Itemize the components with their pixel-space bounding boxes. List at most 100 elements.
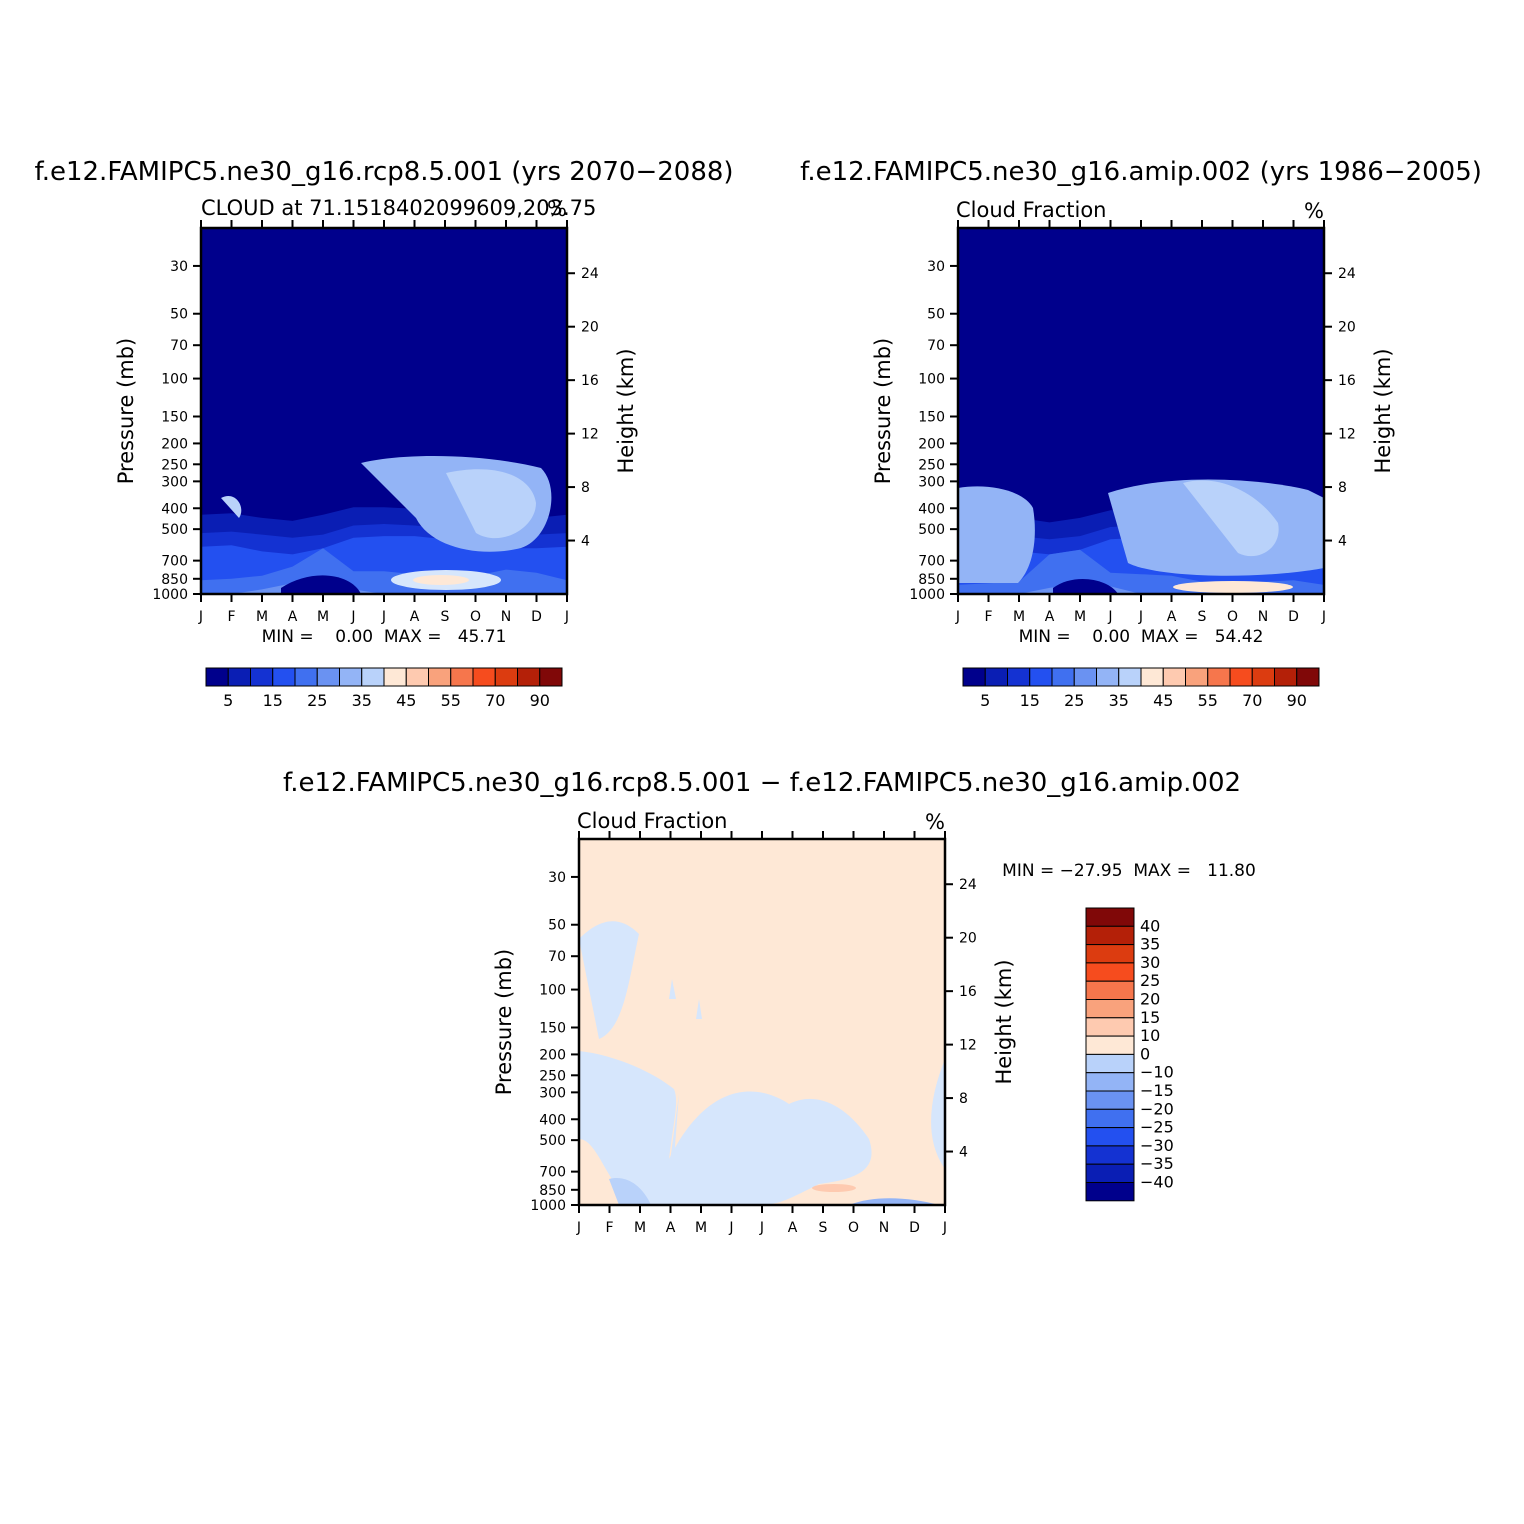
panel-future-xtick-label: D: [531, 609, 542, 625]
panel-control-colorbar-swatch: [1296, 667, 1320, 687]
panel-control-colorbar-label: 55: [1198, 691, 1218, 710]
panel-control-level-20: [958, 549, 1324, 594]
panel-control-xtick-label: M: [1074, 609, 1086, 625]
panel-control-y2tick-label: 12: [1338, 427, 1356, 443]
panel-difference-xtick-label: J: [759, 1220, 764, 1236]
panel-difference-colorbar-label: −40: [1140, 1173, 1174, 1192]
panel-difference-xtick-label: D: [909, 1220, 920, 1236]
panel-control-colorbar-label: 25: [1064, 691, 1084, 710]
panel-control-colorbar-swatch: [1073, 667, 1097, 687]
panel-control-ytick-label: 70: [927, 338, 945, 354]
panel-future-ytick-label: 100: [161, 372, 188, 388]
panel-future-xtick-label: M: [317, 609, 329, 625]
panel-control-title: f.e12.FAMIPC5.ne30_g16.amip.002 (yrs 198…: [800, 157, 1482, 187]
panel-future-colorbar-swatch: [227, 667, 251, 687]
panel-control-patch-30a: [958, 486, 1035, 583]
panel-future-colorbar-swatch: [361, 667, 385, 687]
panel-difference-ytick-label: 100: [539, 983, 566, 999]
panel-control-colorbar-swatch: [1140, 667, 1164, 687]
panel-difference-xtick-label: A: [788, 1220, 798, 1236]
panel-future-ytick-label: 850: [161, 572, 188, 588]
panel-future-colorbar: 5 15 25 35 45 55 70 90: [205, 667, 563, 710]
panel-control-units: %: [1304, 199, 1324, 223]
panel-control-y2tick-label: 24: [1338, 266, 1356, 282]
panel-control-subtitle: Cloud Fraction: [956, 198, 1107, 222]
panel-difference-colorbar-label: −35: [1140, 1154, 1174, 1173]
panel-difference-title: f.e12.FAMIPC5.ne30_g16.rcp8.5.001 − f.e1…: [283, 768, 1241, 798]
panel-difference-contour-field: [579, 839, 945, 1205]
panel-control-colorbar-swatch: [962, 667, 986, 687]
panel-control-patch-30b: [1108, 479, 1324, 576]
panel-difference-colorbar-swatch: [1085, 925, 1135, 946]
panel-future-ytick-label: 70: [170, 338, 188, 354]
panel-control-colorbar-swatch: [1251, 667, 1275, 687]
panel-future-colorbar-label: 70: [485, 691, 505, 710]
panel-control-xtick-label: J: [1107, 609, 1112, 625]
panel-future-colorbar-label: 15: [263, 691, 283, 710]
panel-future-xtick-label: J: [564, 609, 569, 625]
panel-future-patch-left: [221, 496, 242, 518]
panel-future-xtick-label: J: [381, 609, 386, 625]
panel-future-colorbar-swatch: [205, 667, 229, 687]
panel-difference-ytick-label: 400: [539, 1112, 566, 1128]
panel-future-y2label: Height (km): [614, 348, 638, 473]
panel-control-xtick-label: J: [1138, 609, 1143, 625]
panel-control-colorbar: 5 15 25 35 45 55 70 90: [962, 667, 1320, 710]
panel-difference-ytick-label: 300: [539, 1085, 566, 1101]
panel-future-colorbar-swatch: [472, 667, 496, 687]
panel-difference-xtick-label: F: [605, 1220, 613, 1236]
panel-difference-colorbar-label: 0: [1140, 1044, 1150, 1063]
panel-difference-colorbar-label: −10: [1140, 1063, 1174, 1082]
panel-future-colorbar-label: 90: [530, 691, 550, 710]
panel-difference-colorbar-label: 20: [1140, 990, 1160, 1009]
panel-future-colorbar-swatch: [539, 667, 563, 687]
panel-future-title: f.e12.FAMIPC5.ne30_g16.rcp8.5.001 (yrs 2…: [34, 157, 733, 187]
panel-control-xtick-label: N: [1258, 609, 1268, 625]
panel-future-colorbar-swatch: [272, 667, 296, 687]
panel-difference-xtick-label: J: [942, 1220, 947, 1236]
panel-difference: f.e12.FAMIPC5.ne30_g16.rcp8.5.001 − f.e1…: [283, 768, 1256, 1236]
panel-control-colorbar-swatch: [1162, 667, 1186, 687]
panel-difference-negative-upper: [579, 921, 639, 1039]
panel-future-subtitle: CLOUD at 71.1518402099609,203.75: [201, 196, 596, 220]
panel-difference-stats: MIN = −27.95 MAX = 11.80: [1002, 861, 1256, 881]
panel-difference-xtick-label: O: [848, 1220, 859, 1236]
panel-control-colorbar-swatch: [1229, 667, 1253, 687]
panel-control-y2tick-label: 16: [1338, 373, 1356, 389]
panel-future-ytick-label: 250: [161, 457, 188, 473]
panel-future: f.e12.FAMIPC5.ne30_g16.rcp8.5.001 (yrs 2…: [34, 157, 733, 710]
panel-control-colorbar-swatch: [1207, 667, 1231, 687]
panel-control-xtick-label: A: [1167, 609, 1177, 625]
panel-difference-negative-dot-b: [696, 999, 702, 1019]
panel-control-ylabel: Pressure (mb): [871, 338, 895, 485]
panel-control-xtick-label: S: [1198, 609, 1207, 625]
panel-future-colorbar-swatch: [517, 667, 541, 687]
panel-future-xtick-label: J: [350, 609, 355, 625]
panel-control-xtick-label: F: [984, 609, 992, 625]
panel-future-ylabel: Pressure (mb): [114, 338, 138, 485]
panel-difference-colorbar-swatch: [1085, 1163, 1135, 1183]
panel-future-ytick-label: 200: [161, 436, 188, 452]
panel-future-y2tick-label: 4: [581, 534, 590, 550]
panel-control-ytick-label: 50: [927, 307, 945, 323]
panel-difference-colorbar-swatch: [1085, 907, 1135, 927]
panel-control-colorbar-swatch: [1118, 667, 1142, 687]
panel-difference-xtick-label: S: [819, 1220, 828, 1236]
panel-difference-xtick-label: M: [695, 1220, 707, 1236]
panel-difference-colorbar-swatch: [1085, 1182, 1135, 1202]
panel-future-xtick-label: J: [198, 609, 203, 625]
panel-difference-y2tick-label: 12: [959, 1038, 977, 1054]
panel-difference-subtitle: Cloud Fraction: [577, 809, 728, 833]
panel-future-colorbar-swatch: [405, 667, 429, 687]
panel-future-ytick-label: 300: [161, 474, 188, 490]
panel-difference-colorbar-label: 35: [1140, 935, 1160, 954]
panel-control-colorbar-label: 15: [1020, 691, 1040, 710]
panel-future-ytick-label: 150: [161, 410, 188, 426]
panel-difference-colorbar-label: 30: [1140, 953, 1160, 972]
panel-control-contour-field: [958, 228, 1324, 594]
panel-difference-negative-15: [609, 1178, 651, 1205]
panel-future-xtick-label: S: [441, 609, 450, 625]
panel-difference-negative-spur: [665, 1094, 679, 1199]
